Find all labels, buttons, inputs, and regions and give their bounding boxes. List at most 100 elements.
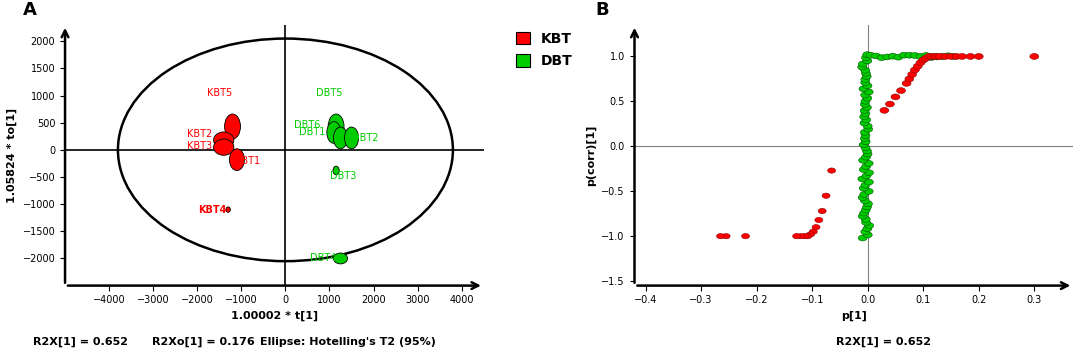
- Text: DBT6: DBT6: [294, 120, 321, 130]
- Ellipse shape: [911, 67, 919, 73]
- Text: KBT2: KBT2: [186, 129, 212, 139]
- Ellipse shape: [863, 123, 873, 129]
- Ellipse shape: [946, 54, 955, 59]
- Ellipse shape: [863, 58, 872, 64]
- Ellipse shape: [861, 77, 869, 82]
- Ellipse shape: [860, 120, 869, 126]
- Ellipse shape: [861, 182, 869, 188]
- Ellipse shape: [861, 67, 869, 73]
- Ellipse shape: [859, 86, 868, 92]
- Ellipse shape: [861, 229, 869, 235]
- Ellipse shape: [806, 232, 814, 237]
- Ellipse shape: [861, 108, 869, 114]
- Ellipse shape: [861, 101, 869, 107]
- Ellipse shape: [861, 80, 869, 86]
- Ellipse shape: [862, 173, 870, 179]
- Ellipse shape: [860, 167, 868, 172]
- Ellipse shape: [864, 179, 874, 185]
- Ellipse shape: [927, 55, 935, 60]
- Ellipse shape: [862, 220, 870, 225]
- Text: A: A: [23, 1, 37, 19]
- Ellipse shape: [900, 52, 908, 58]
- Text: R2X[1] = 0.652: R2X[1] = 0.652: [836, 337, 931, 347]
- Y-axis label: p(corr)[1]: p(corr)[1]: [585, 125, 596, 186]
- Ellipse shape: [935, 54, 944, 59]
- Text: DBT2: DBT2: [351, 133, 378, 143]
- Ellipse shape: [327, 122, 341, 144]
- Ellipse shape: [862, 117, 870, 123]
- Ellipse shape: [860, 192, 868, 197]
- Ellipse shape: [911, 52, 919, 59]
- Ellipse shape: [827, 168, 836, 173]
- Ellipse shape: [921, 52, 930, 59]
- Ellipse shape: [862, 154, 870, 160]
- Ellipse shape: [801, 233, 809, 239]
- Text: R2X[1] = 0.652: R2X[1] = 0.652: [33, 337, 128, 347]
- Y-axis label: 1.05824 * to[1]: 1.05824 * to[1]: [7, 108, 17, 203]
- Ellipse shape: [225, 207, 230, 212]
- Ellipse shape: [334, 253, 348, 264]
- Ellipse shape: [916, 60, 925, 66]
- Ellipse shape: [882, 54, 891, 60]
- Ellipse shape: [862, 216, 870, 222]
- Ellipse shape: [925, 54, 933, 59]
- Ellipse shape: [214, 132, 234, 148]
- Text: B: B: [595, 1, 608, 19]
- Ellipse shape: [861, 132, 870, 139]
- Ellipse shape: [857, 64, 866, 70]
- Ellipse shape: [862, 164, 870, 170]
- Text: DBT3: DBT3: [330, 171, 356, 181]
- Ellipse shape: [907, 71, 917, 77]
- Ellipse shape: [863, 151, 872, 157]
- Ellipse shape: [975, 54, 983, 59]
- Ellipse shape: [815, 217, 823, 223]
- Ellipse shape: [930, 54, 939, 59]
- Ellipse shape: [905, 76, 914, 82]
- Ellipse shape: [932, 54, 942, 60]
- Ellipse shape: [905, 52, 914, 58]
- Ellipse shape: [865, 223, 874, 228]
- Ellipse shape: [927, 54, 935, 59]
- Ellipse shape: [863, 226, 872, 232]
- Ellipse shape: [888, 53, 898, 59]
- Ellipse shape: [862, 55, 870, 61]
- Ellipse shape: [861, 129, 869, 135]
- Ellipse shape: [230, 149, 244, 171]
- Ellipse shape: [902, 80, 911, 86]
- Ellipse shape: [863, 232, 873, 238]
- Ellipse shape: [860, 114, 868, 120]
- Ellipse shape: [1030, 54, 1038, 59]
- Ellipse shape: [224, 114, 241, 139]
- Ellipse shape: [861, 92, 869, 98]
- Ellipse shape: [863, 105, 872, 110]
- Ellipse shape: [859, 61, 867, 67]
- Ellipse shape: [861, 111, 869, 117]
- Ellipse shape: [886, 101, 894, 107]
- Ellipse shape: [345, 127, 359, 149]
- Ellipse shape: [864, 89, 873, 95]
- Ellipse shape: [861, 198, 869, 203]
- Ellipse shape: [334, 127, 348, 149]
- Ellipse shape: [865, 170, 874, 176]
- Ellipse shape: [939, 54, 947, 60]
- Ellipse shape: [861, 98, 870, 104]
- Ellipse shape: [741, 233, 749, 239]
- Text: KBT4: KBT4: [198, 205, 227, 215]
- Ellipse shape: [812, 225, 821, 230]
- Ellipse shape: [864, 201, 873, 207]
- Ellipse shape: [891, 94, 900, 100]
- Ellipse shape: [859, 157, 867, 163]
- Ellipse shape: [862, 139, 870, 145]
- Ellipse shape: [859, 235, 867, 241]
- Text: DBT1: DBT1: [299, 127, 325, 137]
- Ellipse shape: [944, 53, 953, 59]
- Text: DBT5: DBT5: [317, 88, 343, 98]
- Ellipse shape: [866, 52, 875, 58]
- Ellipse shape: [913, 64, 922, 69]
- Ellipse shape: [863, 148, 872, 154]
- Ellipse shape: [803, 233, 812, 239]
- Ellipse shape: [333, 166, 339, 175]
- Ellipse shape: [862, 70, 870, 76]
- Ellipse shape: [864, 126, 873, 132]
- Ellipse shape: [894, 54, 903, 60]
